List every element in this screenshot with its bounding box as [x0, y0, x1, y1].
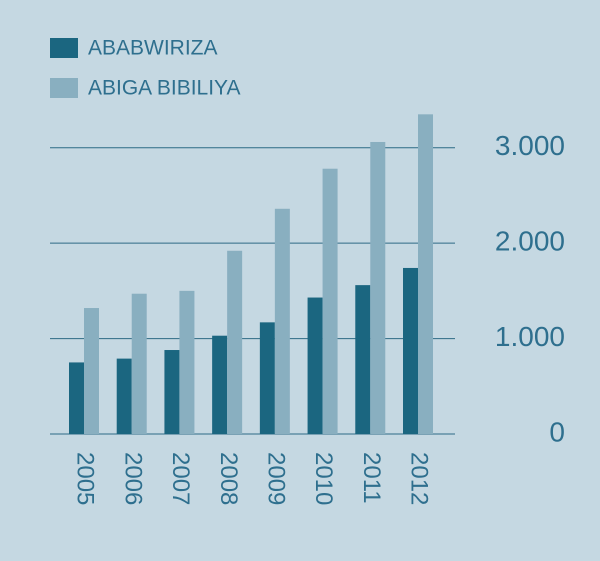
bar — [322, 168, 338, 435]
legend-label: ABABWIRIZA — [88, 37, 218, 60]
y-tick-label: 0 — [549, 416, 565, 447]
x-tick-label: 2006 — [119, 452, 146, 505]
bar — [84, 308, 99, 434]
bar — [307, 297, 323, 434]
x-tick-label: 2007 — [167, 452, 194, 505]
bar — [259, 322, 275, 434]
bar — [69, 362, 84, 434]
x-tick-label: 2012 — [406, 452, 433, 505]
bar — [227, 250, 243, 434]
bar — [274, 208, 290, 434]
x-tick-label: 2009 — [263, 452, 290, 505]
bar — [370, 141, 386, 434]
x-tick-label: 2008 — [215, 452, 242, 505]
y-tick-label: 2.000 — [495, 226, 565, 257]
x-tick-label: 2005 — [72, 452, 99, 505]
y-tick-label: 3.000 — [495, 130, 565, 161]
bar — [418, 114, 433, 435]
legend-swatch — [50, 38, 78, 58]
bar — [116, 358, 132, 434]
bar — [403, 267, 418, 434]
bar — [355, 285, 371, 434]
bar — [131, 293, 147, 434]
bar — [212, 335, 228, 434]
bar — [164, 350, 180, 434]
legend-label: ABIGA BIBILIYA — [88, 77, 241, 100]
x-tick-label: 2011 — [358, 452, 385, 504]
legend-swatch — [50, 78, 78, 98]
bar — [179, 290, 195, 434]
x-tick-label: 2010 — [310, 452, 337, 505]
y-tick-label: 1.000 — [495, 321, 565, 352]
